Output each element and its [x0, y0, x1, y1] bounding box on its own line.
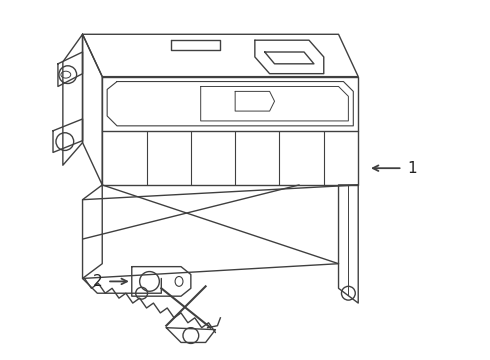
- Text: 1: 1: [408, 161, 417, 176]
- Text: 2: 2: [93, 274, 102, 289]
